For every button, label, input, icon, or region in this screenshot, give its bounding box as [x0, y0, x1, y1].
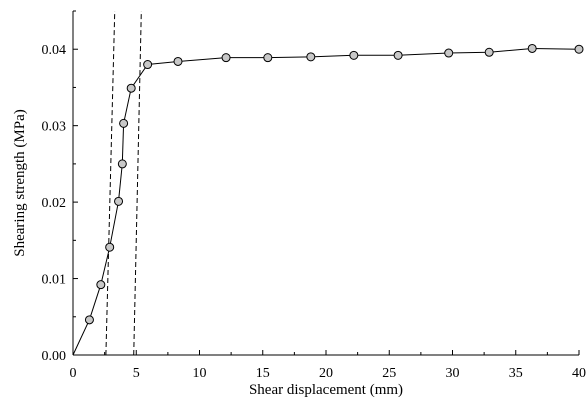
data-point: [143, 60, 153, 70]
data-point: [96, 280, 106, 290]
data-point: [306, 52, 316, 62]
x-tick-label: 20: [319, 366, 333, 381]
x-tick-label: 40: [572, 366, 586, 381]
x-tick-label: 30: [446, 366, 460, 381]
x-tick-label: 0: [70, 366, 77, 381]
data-point: [484, 47, 494, 57]
y-tick-label: 0.02: [42, 196, 67, 211]
x-tick-label: 25: [382, 366, 396, 381]
data-point: [349, 50, 359, 60]
y-tick-label: 0.01: [42, 273, 67, 288]
x-tick-label: 5: [133, 366, 140, 381]
data-series: [72, 43, 584, 356]
data-point: [126, 83, 136, 93]
x-tick-label: 15: [256, 366, 270, 381]
data-point: [119, 118, 129, 128]
series-line: [72, 47, 580, 356]
data-point: [173, 56, 183, 66]
y-axis-title: Shearing strength (MPa): [12, 109, 28, 256]
y-tick-label: 0.00: [42, 349, 67, 364]
data-point: [263, 53, 273, 63]
data-point: [117, 159, 127, 169]
data-point: [527, 43, 537, 53]
tick-labels: 0 5 10 15 20 25 30 35 40 0.00 0.01 0.02 0.03 0.04: [42, 43, 587, 381]
data-point: [444, 48, 454, 58]
data-point: [114, 196, 124, 206]
data-point: [393, 50, 403, 60]
dashed-reference-line: [133, 10, 142, 356]
data-point: [574, 44, 584, 54]
x-tick-label: 10: [193, 366, 207, 381]
x-axis-title: Shear displacement (mm): [249, 382, 403, 398]
data-point: [221, 53, 231, 63]
y-tick-label: 0.04: [42, 43, 67, 58]
x-tick-label: 35: [509, 366, 523, 381]
dashed-reference-line: [105, 10, 116, 356]
data-point: [84, 315, 94, 325]
reference-lines: [105, 10, 142, 356]
data-point: [105, 242, 115, 252]
y-tick-label: 0.03: [42, 120, 67, 135]
axes: [72, 10, 580, 356]
